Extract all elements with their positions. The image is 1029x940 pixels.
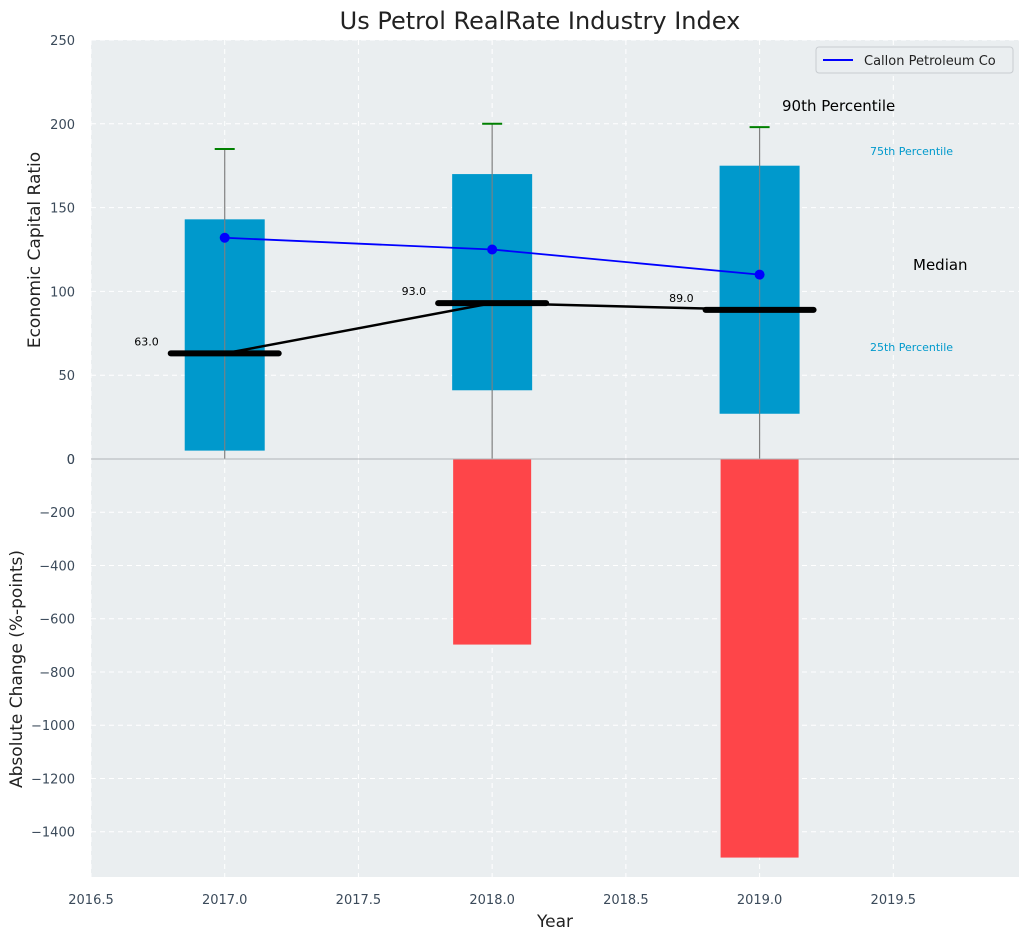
x-axis-label: Year: [536, 912, 573, 932]
x-tick-label: 2016.5: [68, 893, 114, 908]
company-point: [219, 232, 230, 243]
x-tick-label: 2018.5: [603, 893, 649, 908]
percentile-annotations: 90th Percentile 75th Percentile Median 2…: [782, 97, 968, 354]
x-tick-label: 2019.0: [737, 893, 783, 908]
medians: 63.0 93.0 89.0: [134, 285, 817, 357]
bottom-y-tick-label: −1000: [31, 719, 75, 734]
bottom-panel-background: [91, 459, 1019, 877]
top-y-tick-label: 200: [50, 118, 75, 133]
top-y-tick-label: 250: [50, 34, 75, 49]
change-bar: [453, 459, 532, 645]
median-value-label: 89.0: [669, 292, 694, 305]
bottom-y-tick-label: −600: [39, 613, 75, 628]
top-y-tick-label: 50: [58, 369, 75, 384]
top-y-ticks: 0 50 100 150 200 250: [50, 34, 75, 468]
legend: Callon Petroleum Co: [815, 46, 1014, 74]
median-annotation: Median: [913, 256, 968, 274]
top-y-axis-label: Economic Capital Ratio: [25, 152, 45, 348]
top-y-tick-label: 100: [50, 285, 75, 300]
change-bar: [720, 459, 799, 858]
bottom-y-tick-label: −800: [39, 666, 75, 681]
bottom-y-axis-label: Absolute Change (%-points): [7, 550, 27, 788]
p25-annotation: 25th Percentile: [870, 341, 953, 354]
p75-annotation: 75th Percentile: [870, 145, 953, 158]
x-tick-label: 2017.0: [202, 893, 248, 908]
x-tick-label: 2018.0: [469, 893, 515, 908]
bottom-y-ticks: 0 −200 −400 −600 −800 −1000 −1200 −1400: [31, 453, 75, 841]
change-bars: [453, 459, 799, 858]
legend-box: [815, 46, 1014, 74]
top-y-tick-label: 150: [50, 202, 75, 217]
median-value-label: 93.0: [402, 285, 427, 298]
x-tick-label: 2019.5: [871, 893, 917, 908]
p90-annotation: 90th Percentile: [782, 97, 895, 115]
bottom-panel: 0 −200 −400 −600 −800 −1000 −1200 −1400 Absolut…: [7, 453, 1019, 877]
x-ticks: 2016.5 2017.0 2017.5 2018.0 2018.5 2019.0 2019…: [68, 893, 916, 908]
bottom-y-tick-label: −200: [39, 506, 75, 521]
bottom-y-tick-label: 0: [67, 453, 75, 468]
chart-title: Us Petrol RealRate Industry Index: [340, 7, 741, 35]
legend-label: Callon Petroleum Co: [864, 54, 996, 69]
company-series: [219, 232, 765, 280]
company-point: [487, 244, 498, 255]
boxes: [184, 165, 800, 451]
top-y-tick-label: 0: [67, 453, 75, 468]
x-tick-label: 2017.5: [336, 893, 382, 908]
top-panel: 0 50 100 150 200 250 63.0 93.0 89.0 90th Percen…: [25, 34, 1019, 468]
company-point: [754, 269, 765, 280]
bottom-y-tick-label: −1400: [31, 826, 75, 841]
bottom-y-tick-label: −400: [39, 559, 75, 574]
median-value-label: 63.0: [134, 335, 159, 348]
bottom-y-tick-label: −1200: [31, 772, 75, 787]
